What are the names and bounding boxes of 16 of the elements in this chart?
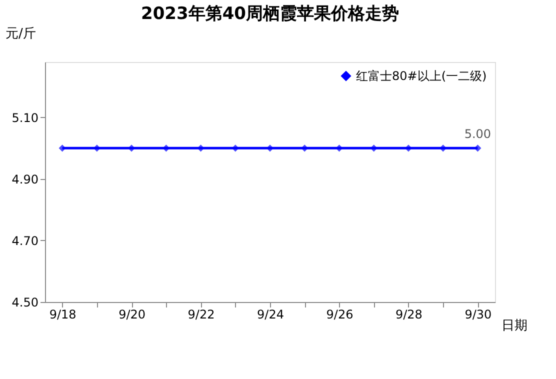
x-tick-label: 9/22 — [188, 308, 215, 322]
x-tick-label: 9/26 — [326, 308, 354, 322]
y-tick-label: 4.70 — [12, 234, 38, 248]
y-tick-label: 4.50 — [12, 296, 38, 310]
legend-label: 红富士80#以上(一二级) — [356, 69, 487, 83]
x-tick-label: 9/30 — [464, 308, 492, 322]
x-tick-label: 9/18 — [49, 308, 76, 322]
x-tick-label: 9/28 — [395, 308, 422, 322]
x-axis-title: 日期 — [502, 318, 528, 334]
y-axis-title: 元/斤 — [6, 26, 36, 42]
x-tick-label: 9/24 — [257, 308, 284, 322]
x-tick-label: 9/20 — [118, 308, 146, 322]
chart-title: 2023年第40周栖霞苹果价格走势 — [141, 4, 399, 24]
y-tick-label: 5.10 — [12, 110, 38, 125]
y-tick-label: 4.90 — [12, 172, 38, 186]
data-label: 5.00 — [464, 127, 492, 142]
